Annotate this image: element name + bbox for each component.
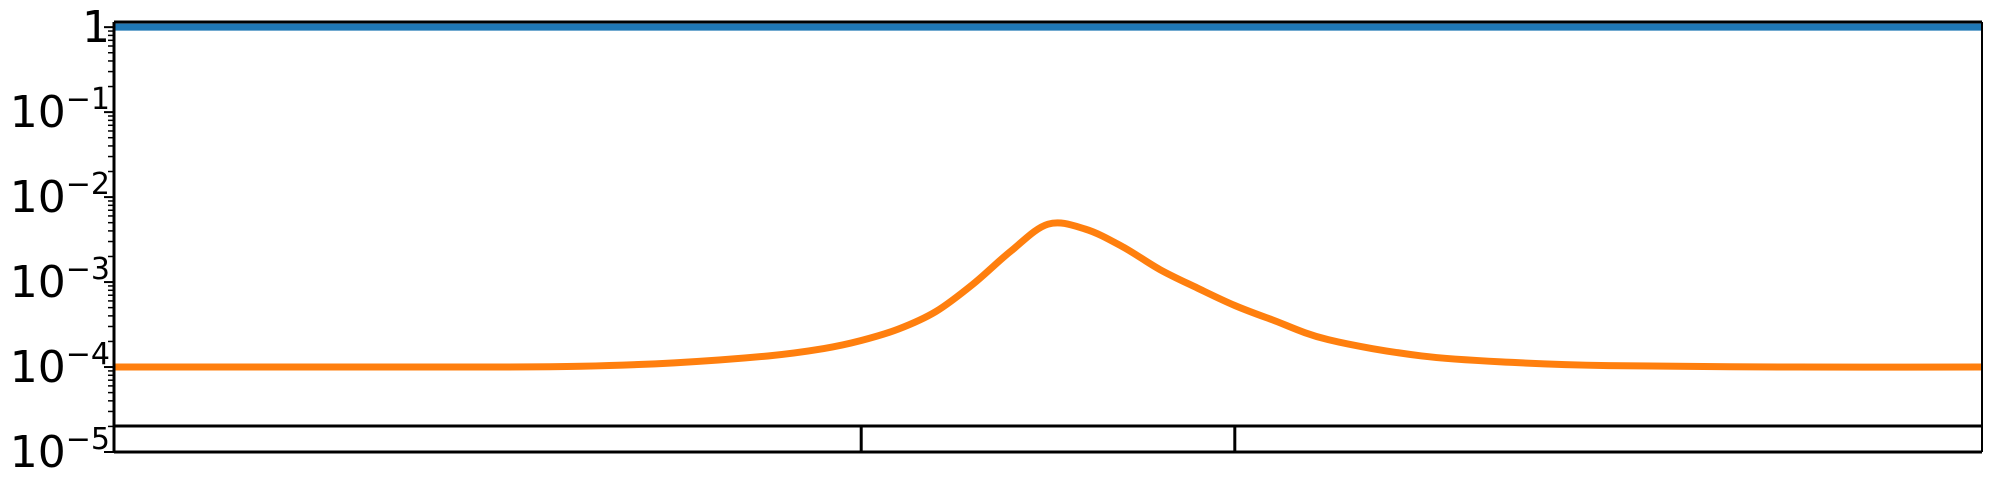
- series-line-1: [114, 219, 1983, 371]
- y-major-ticks: [104, 26, 114, 453]
- y-tick-label: 10−3: [10, 252, 110, 308]
- series-layer: [114, 23, 1983, 371]
- y-tick-label: 10−4: [10, 337, 110, 393]
- y-tick-label: 1: [82, 2, 110, 53]
- bottom-band: [114, 424, 1982, 452]
- y-tick-labels: 1 10−1 10−2 10−3 10−4 10−5: [10, 2, 110, 478]
- y-tick-label: 10−2: [10, 167, 110, 223]
- y-tick-label: 10−5: [10, 422, 110, 478]
- y-tick-label: 10−1: [10, 82, 110, 138]
